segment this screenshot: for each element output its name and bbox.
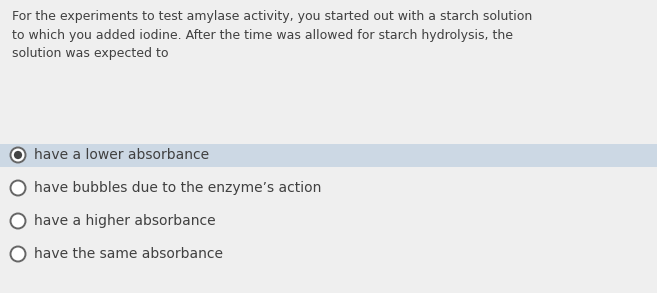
Text: For the experiments to test amylase activity, you started out with a starch solu: For the experiments to test amylase acti… [12,10,532,60]
Text: have a lower absorbance: have a lower absorbance [34,148,209,162]
Ellipse shape [11,214,26,229]
Ellipse shape [11,180,26,195]
Text: have bubbles due to the enzyme’s action: have bubbles due to the enzyme’s action [34,181,321,195]
Ellipse shape [14,151,22,159]
Text: have the same absorbance: have the same absorbance [34,247,223,261]
FancyBboxPatch shape [0,144,657,166]
Ellipse shape [11,246,26,261]
Ellipse shape [11,147,26,163]
Text: have a higher absorbance: have a higher absorbance [34,214,215,228]
